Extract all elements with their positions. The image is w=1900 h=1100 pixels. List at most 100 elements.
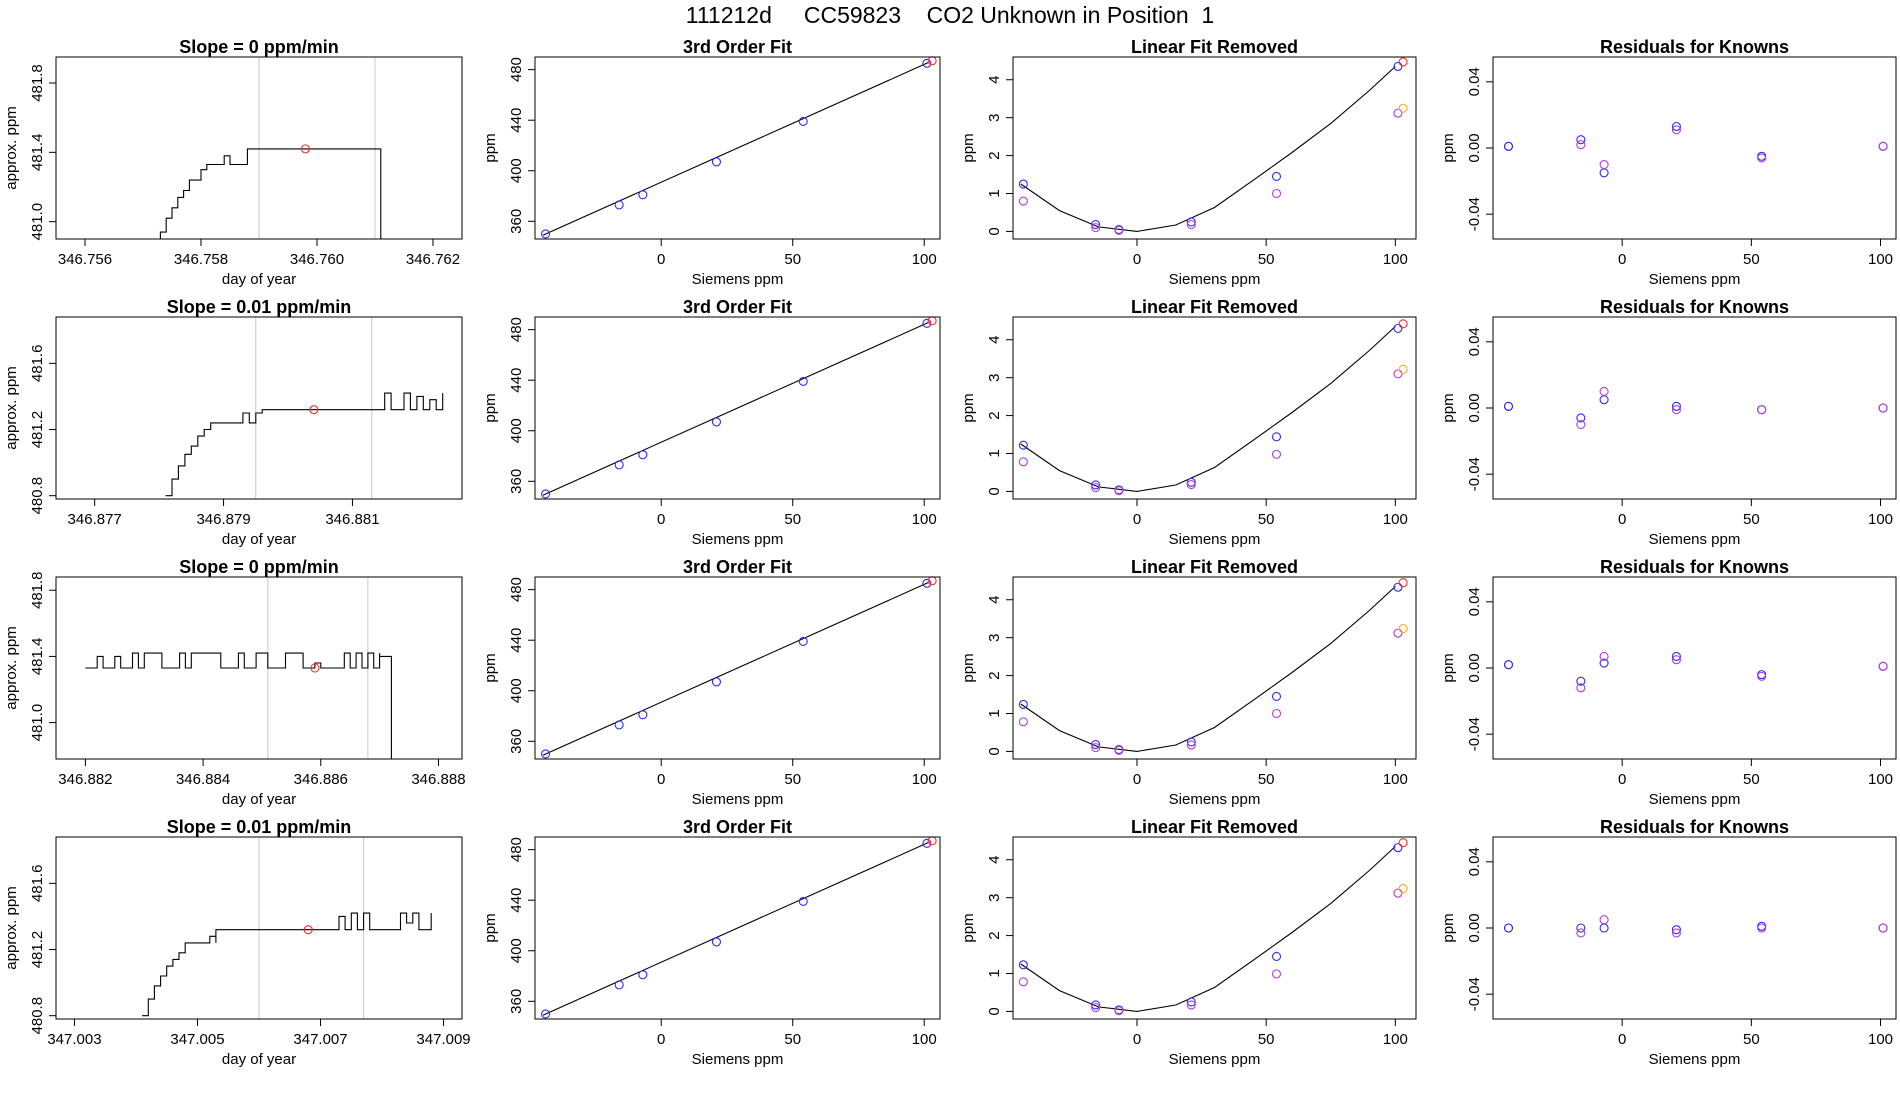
lin-r4-point-13 (1398, 838, 1408, 848)
time-r3-ytick-label-1: 481.0 (29, 704, 46, 742)
res-r2-point-7 (1671, 401, 1681, 411)
lin-r3-title: Linear Fit Removed (1131, 557, 1298, 577)
lin-r4-ytick-label-3: 2 (986, 931, 1003, 939)
lin-r2-xtick-label-2: 50 (1258, 511, 1275, 528)
lin-r1-point-13 (1398, 57, 1408, 67)
res-r4-point-4 (1576, 928, 1586, 938)
lin-r3-point-10 (1271, 708, 1282, 719)
lin-r1-ytick-label-5: 4 (986, 76, 1003, 84)
time-r1-mean-marker (300, 144, 310, 154)
fit-r4-point-3 (638, 970, 648, 980)
lin-r4-point-8 (1186, 1000, 1196, 1010)
lin-r1-point-7 (1186, 217, 1196, 227)
time-r2-title: Slope = 0.01 ppm/min (167, 297, 352, 317)
fit-r3-point-2 (614, 720, 624, 730)
lin-r1-xtick-label-1: 0 (1133, 251, 1141, 268)
lin-r2-ytick-label-1: 0 (986, 487, 1003, 495)
res-r1-point-5 (1599, 168, 1609, 178)
fit-r1-ytick-label-1: 360 (508, 209, 525, 234)
lin-r3-xtick-label-1: 0 (1133, 771, 1141, 788)
fit-r4-title: 3rd Order Fit (683, 817, 792, 837)
lin-r1-point-12 (1393, 108, 1403, 118)
time-r3-ytick-label-3: 481.8 (29, 571, 46, 609)
lin-r4-ytick-label-2: 1 (986, 969, 1003, 977)
time-r3-xtick-label-1: 346.882 (58, 771, 112, 788)
fit-r1-point-3 (638, 190, 648, 200)
lin-r2-fit-curve (1020, 326, 1396, 492)
fit-r2-ytick-label-4: 480 (508, 317, 525, 342)
lin-r4-fit-curve (1020, 846, 1396, 1012)
fit-r4-ytick-label-3: 440 (508, 888, 525, 913)
lin-r3-fit-curve (1020, 586, 1396, 752)
time-r3-title: Slope = 0 ppm/min (179, 557, 339, 577)
time-r4-frame (55, 836, 463, 1020)
fit-r2-ytick-label-2: 400 (508, 418, 525, 443)
time-r3-xlabel: day of year (222, 791, 296, 808)
fit-r1-xtick-label-3: 100 (912, 251, 937, 268)
lin-r4-point-11 (1393, 843, 1403, 853)
fit-r3-ytick-label-2: 400 (508, 678, 525, 703)
fit-r1-xlabel: Siemens ppm (692, 271, 784, 288)
lin-r2-point-9 (1271, 432, 1282, 442)
lin-r4-point-14 (1398, 884, 1408, 894)
res-r4-xtick-label-1: 0 (1618, 1031, 1626, 1048)
res-r2-point-12 (1878, 403, 1888, 413)
time-r1-xtick-label-2: 346.758 (174, 251, 228, 268)
res-r1-point-6 (1599, 159, 1609, 170)
res-r4-point-7 (1671, 925, 1681, 935)
lin-r3-ylabel: ppm (960, 653, 977, 682)
fit-r2-point-3 (638, 450, 648, 460)
res-r3-point-12 (1878, 661, 1888, 671)
lin-r1-point-9 (1271, 171, 1282, 181)
fit-r3-xlabel: Siemens ppm (692, 791, 784, 808)
lin-r1-frame (1012, 56, 1417, 240)
lin-r2-point-12 (1393, 369, 1403, 379)
res-r1-point-10 (1757, 153, 1767, 163)
res-r3-ylabel: ppm (1440, 653, 1457, 682)
lin-r3-point-8 (1186, 740, 1196, 750)
time-r4-xtick-label-4: 347.009 (416, 1031, 470, 1048)
lin-r4-ytick-label-4: 3 (986, 893, 1003, 901)
lin-r2-point-13 (1398, 319, 1408, 329)
res-r4-point-2 (1503, 923, 1514, 933)
fit-r2-xtick-label-3: 100 (912, 511, 937, 528)
lin-r3-xlabel: Siemens ppm (1169, 791, 1261, 808)
res-r1-frame (1492, 56, 1897, 240)
time-r2-ytick-label-3: 481.6 (29, 345, 46, 383)
time-r4-xtick-label-2: 347.005 (170, 1031, 224, 1048)
fit-r2-point-6 (922, 318, 932, 328)
lin-r3-point-7 (1186, 737, 1196, 747)
figure-title: 111212d CC59823 CO2 Unknown in Position … (685, 2, 1215, 28)
fit-r2-point-2 (614, 460, 624, 470)
time-r1-xtick-label-3: 346.760 (290, 251, 344, 268)
lin-r2-point-10 (1271, 449, 1282, 459)
time-r3-xtick-label-2: 346.884 (176, 771, 230, 788)
lin-r4-point-10 (1271, 969, 1282, 979)
res-r1-xlabel: Siemens ppm (1649, 271, 1741, 288)
res-r2-xtick-label-3: 100 (1868, 511, 1893, 528)
lin-r1-xtick-label-2: 50 (1258, 251, 1275, 268)
time-r1-xtick-label-1: 346.756 (58, 251, 112, 268)
lin-r1-point-2 (1018, 196, 1028, 206)
res-r2-point-5 (1599, 395, 1609, 405)
res-r1-title: Residuals for Knowns (1600, 37, 1789, 57)
fit-r2-xtick-label-1: 0 (657, 511, 665, 528)
lin-r3-ytick-label-1: 0 (986, 747, 1003, 755)
res-r3-frame (1492, 576, 1897, 760)
lin-r2-ytick-label-5: 4 (986, 336, 1003, 344)
fit-r2-point-5 (798, 376, 808, 387)
res-r2-ytick-label-1: -0.04 (1466, 457, 1483, 491)
fit-r1-xtick-label-2: 50 (784, 251, 801, 268)
res-r4-point-5 (1599, 923, 1609, 933)
res-r3-point-2 (1503, 660, 1514, 670)
res-r4-point-10 (1757, 923, 1767, 933)
res-r2-point-10 (1757, 405, 1767, 415)
lin-r2-point-6 (1114, 486, 1124, 496)
res-r3-title: Residuals for Knowns (1600, 557, 1789, 577)
lin-r2-point-2 (1018, 457, 1028, 467)
lin-r4-point-6 (1114, 1006, 1124, 1016)
lin-r4-point-7 (1186, 997, 1196, 1007)
fit-r1-point-5 (798, 116, 808, 127)
time-r4-ytick-label-2: 481.2 (29, 931, 46, 969)
fit-r4-point-1 (540, 1009, 551, 1019)
